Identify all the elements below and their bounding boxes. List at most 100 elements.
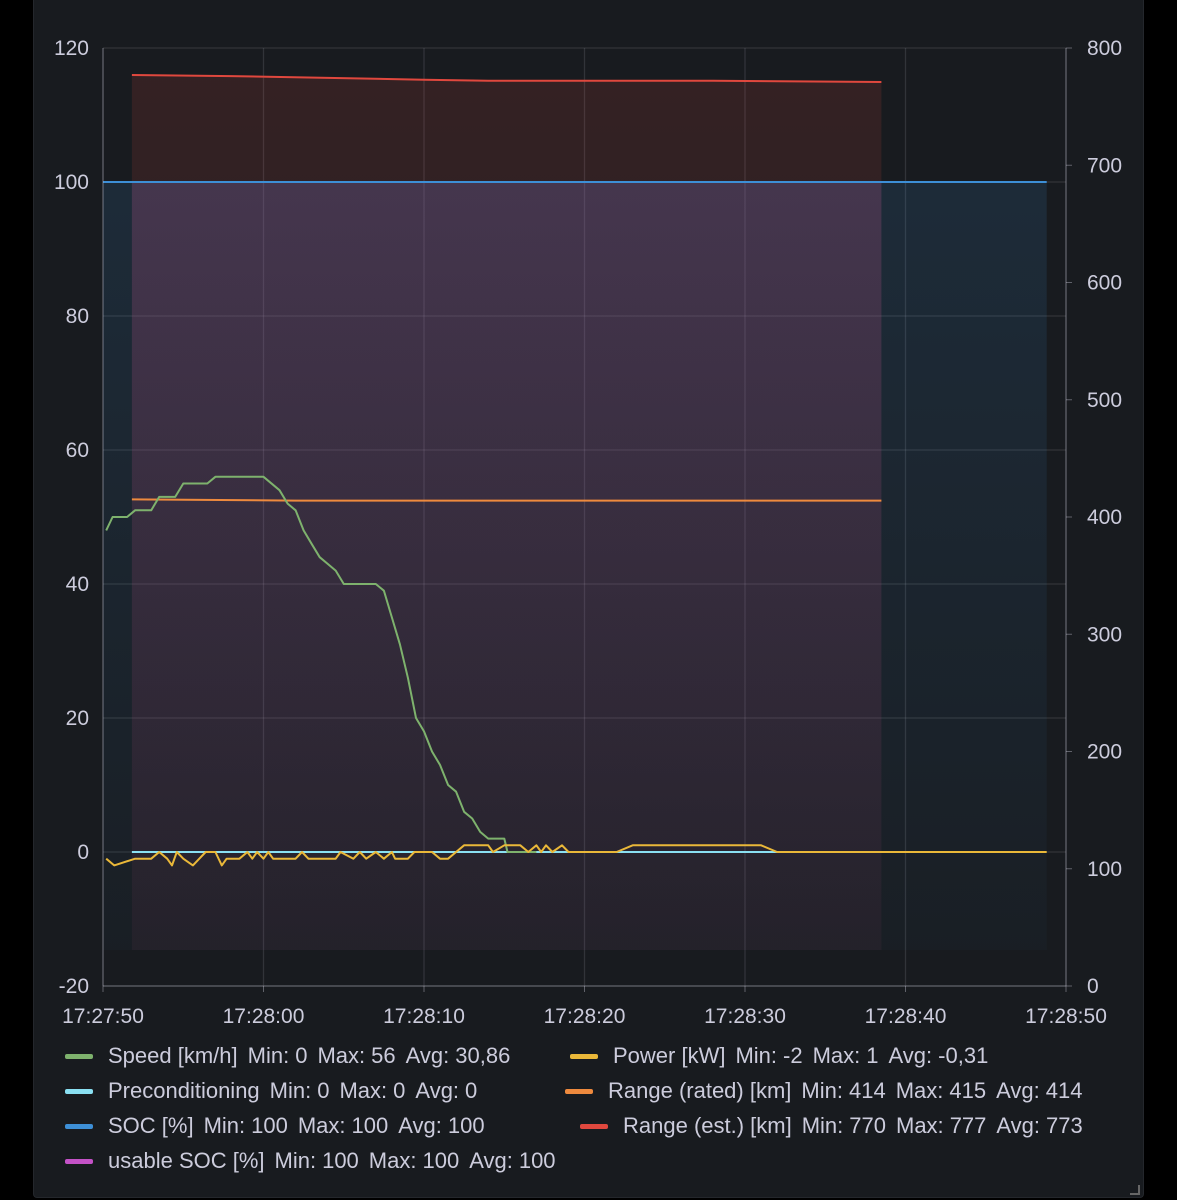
series-line-power-kw <box>105 844 1047 867</box>
legend-stat-max-value: 0 <box>393 1078 406 1103</box>
legend-stat-avg: Avg: 100 <box>469 1148 555 1174</box>
legend-stat-avg-label: Avg: <box>996 1113 1041 1138</box>
legend-item-usable-soc[interactable]: usable SOC [%] Min: 100 Max: 100 Avg: 100 <box>65 1148 556 1174</box>
legend-stat-avg-value: 0 <box>465 1078 478 1103</box>
y-right-tick-label: 100 <box>1087 858 1122 881</box>
y-right-tick-label: 0 <box>1087 975 1099 998</box>
x-tick-label: 17:28:20 <box>544 1005 626 1028</box>
time-series-chart[interactable]: 120100806040200-208007006005004003002001… <box>0 0 1177 1045</box>
legend-stat-max: Max: 100 <box>369 1148 459 1174</box>
legend-stat-max: Max: 56 <box>317 1043 395 1069</box>
y-right-tick-label: 700 <box>1087 154 1122 177</box>
y-left-tick-label: 120 <box>54 37 89 60</box>
legend-item-range-est-km[interactable]: Range (est.) [km] Min: 770 Max: 777 Avg: 773 <box>580 1113 1083 1139</box>
legend-stat-avg: Avg: 100 <box>398 1113 484 1139</box>
legend-item-preconditioning[interactable]: Preconditioning Min: 0 Max: 0 Avg: 0 <box>65 1078 477 1104</box>
y-left-tick-label: 20 <box>66 707 89 730</box>
legend-stat-max-label: Max: <box>297 1113 346 1138</box>
legend-color-swatch <box>570 1053 598 1059</box>
legend-color-swatch <box>65 1053 93 1059</box>
y-right-tick-label: 200 <box>1087 741 1122 764</box>
y-left-tick-label: 0 <box>77 841 89 864</box>
legend-stat-min-value: -2 <box>783 1043 803 1068</box>
y-left-tick-label: 60 <box>66 439 89 462</box>
x-tick-label: 17:28:10 <box>383 1005 465 1028</box>
legend-stat-min: Min: 100 <box>275 1148 359 1174</box>
legend-stat-max-label: Max: <box>895 1078 944 1103</box>
legend-stat-max-label: Max: <box>317 1043 366 1068</box>
x-tick-label: 17:28:30 <box>704 1005 786 1028</box>
legend-stat-max-value: 415 <box>949 1078 987 1103</box>
series-line-speed-km-h <box>105 475 537 853</box>
legend-stat-max: Max: 1 <box>813 1043 879 1069</box>
legend-stat-avg-value: 100 <box>447 1113 485 1138</box>
legend-item-power-kw[interactable]: Power [kW] Min: -2 Max: 1 Avg: -0,31 <box>570 1043 988 1069</box>
legend-stat-avg-label: Avg: <box>398 1113 442 1138</box>
series-line-range-est-km <box>131 74 882 83</box>
legend-stat-min-label: Min: <box>801 1078 843 1103</box>
legend-stat-min-label: Min: <box>735 1043 778 1068</box>
legend-stat-avg-label: Avg: <box>888 1043 933 1068</box>
legend-stat-min-label: Min: <box>269 1078 312 1103</box>
legend-stat-max: Max: 777 <box>896 1113 986 1139</box>
legend-stat-min: Min: 0 <box>270 1078 330 1104</box>
legend-series-name: Range (est.) [km] <box>623 1113 792 1138</box>
panel-resize-handle[interactable] <box>1130 1185 1140 1195</box>
legend-stat-min: Min: 0 <box>248 1043 308 1069</box>
legend-stat-max-value: 1 <box>866 1043 879 1068</box>
x-tick-label: 17:28:00 <box>223 1005 305 1028</box>
legend-stat-avg-value: 100 <box>518 1148 556 1173</box>
legend-stat-max-label: Max: <box>368 1148 417 1173</box>
legend-stat-avg-value: 414 <box>1045 1078 1083 1103</box>
legend-stat-max: Max: 0 <box>339 1078 405 1104</box>
y-right-tick-label: 600 <box>1087 272 1122 295</box>
legend-stat-avg: Avg: 414 <box>996 1078 1082 1104</box>
legend-stat-max-value: 56 <box>371 1043 396 1068</box>
legend-series-name: Preconditioning <box>108 1078 260 1103</box>
x-tick-label: 17:27:50 <box>62 1005 144 1028</box>
legend-stat-avg-label: Avg: <box>415 1078 460 1103</box>
legend-stat-min: Min: 770 <box>802 1113 886 1139</box>
legend-stat-max-value: 100 <box>351 1113 389 1138</box>
y-right-tick-label: 500 <box>1087 389 1122 412</box>
legend-color-swatch <box>65 1088 93 1094</box>
legend-stat-avg-label: Avg: <box>469 1148 513 1173</box>
legend-stat-min-value: 100 <box>322 1148 359 1173</box>
legend-series-name: Range (rated) [km] <box>608 1078 792 1103</box>
y-left-tick-label: -20 <box>59 975 89 998</box>
legend-series-name: Power [kW] <box>613 1043 726 1068</box>
x-tick-label: 17:28:40 <box>865 1005 947 1028</box>
legend-stat-max-value: 777 <box>949 1113 987 1138</box>
legend-stat-avg: Avg: 30,86 <box>406 1043 511 1069</box>
series-fill-soc <box>103 182 1047 950</box>
legend-stat-avg-value: 30,86 <box>455 1043 511 1068</box>
y-right-tick-label: 400 <box>1087 506 1122 529</box>
legend-stat-max-label: Max: <box>896 1113 944 1138</box>
legend-stat-min-label: Min: <box>274 1148 317 1173</box>
legend-color-swatch <box>65 1123 93 1129</box>
legend-stat-min-label: Min: <box>801 1113 844 1138</box>
y-left-tick-label: 40 <box>66 573 89 596</box>
legend-stat-min-value: 100 <box>251 1113 288 1138</box>
legend-item-range-rated-km[interactable]: Range (rated) [km] Min: 414 Max: 415 Avg: 414 <box>565 1078 1082 1104</box>
legend-series-name: usable SOC [%] <box>108 1148 265 1173</box>
legend-item-soc[interactable]: SOC [%] Min: 100 Max: 100 Avg: 100 <box>65 1113 485 1139</box>
legend-item-speed-km-h[interactable]: Speed [km/h] Min: 0 Max: 56 Avg: 30,86 <box>65 1043 510 1069</box>
legend-series-name: Speed [km/h] <box>108 1043 238 1068</box>
legend-stat-max-label: Max: <box>812 1043 861 1068</box>
x-tick-label: 17:28:50 <box>1025 1005 1107 1028</box>
legend-color-swatch <box>65 1158 93 1164</box>
series-line-range-rated-km <box>131 498 882 502</box>
legend-color-swatch <box>565 1088 593 1094</box>
legend-stat-avg-label: Avg: <box>996 1078 1040 1103</box>
legend-series-name: SOC [%] <box>108 1113 194 1138</box>
legend-stat-avg-value: 773 <box>1046 1113 1083 1138</box>
y-right-tick-label: 800 <box>1087 37 1122 60</box>
legend-stat-avg-value: -0,31 <box>938 1043 989 1068</box>
legend-stat-min-value: 770 <box>849 1113 886 1138</box>
legend-stat-min: Min: 100 <box>204 1113 288 1139</box>
legend-stat-avg-label: Avg: <box>405 1043 450 1068</box>
legend-stat-min-value: 0 <box>317 1078 330 1103</box>
legend-stat-max-label: Max: <box>339 1078 388 1103</box>
legend-stat-max-value: 100 <box>422 1148 460 1173</box>
